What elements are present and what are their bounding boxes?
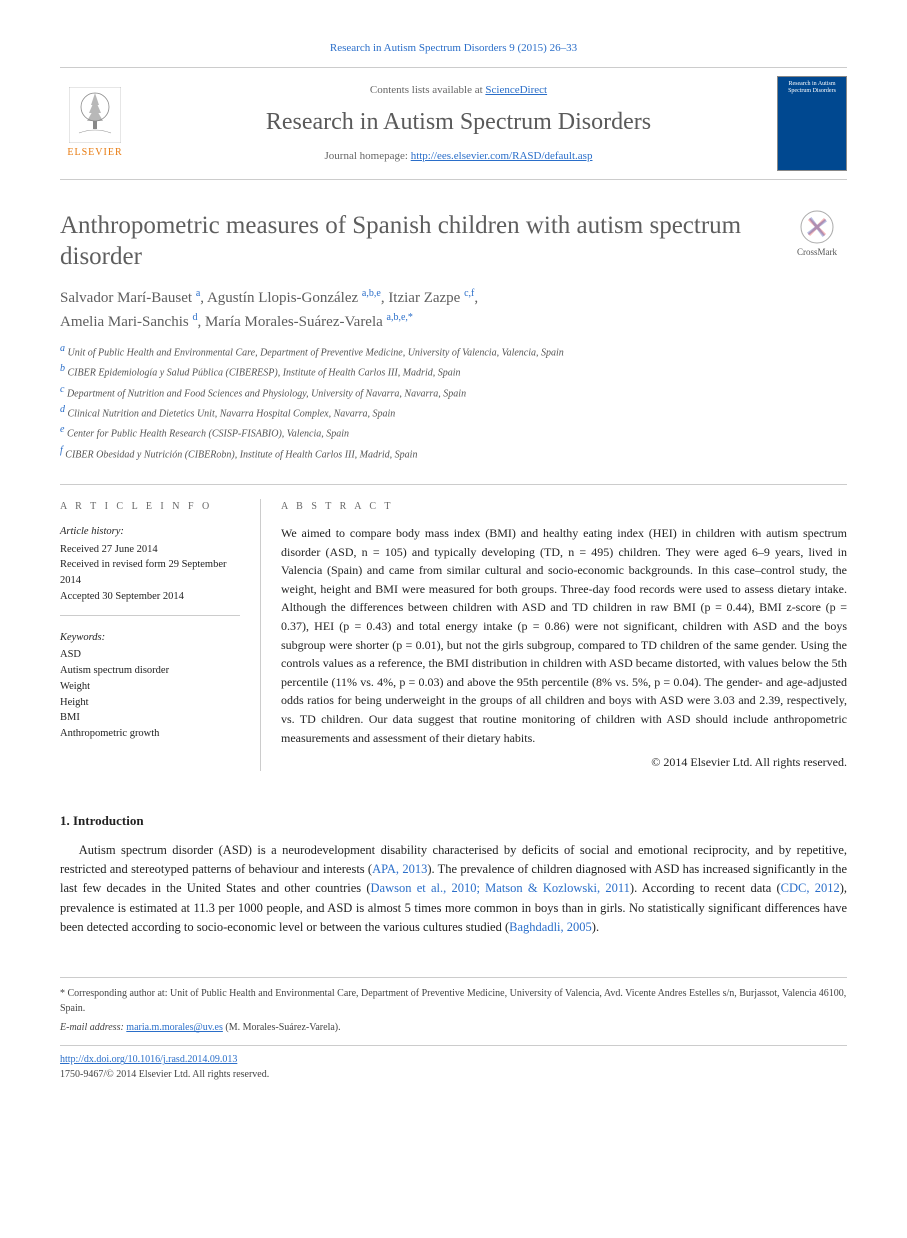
page-footer: * Corresponding author at: Unit of Publi…: [60, 977, 847, 1082]
email-link[interactable]: maria.m.morales@uv.es: [126, 1022, 223, 1033]
author: Itziar Zazpe c,f: [388, 290, 474, 306]
affiliation: c Department of Nutrition and Food Scien…: [60, 382, 847, 401]
citation-link[interactable]: Baghdadli, 2005: [509, 920, 592, 934]
keywords-label: Keywords:: [60, 630, 240, 646]
article-info-label: A R T I C L E I N F O: [60, 499, 240, 514]
crossmark-icon: [800, 210, 834, 244]
citation-link[interactable]: CDC, 2012: [781, 881, 840, 895]
author: Amelia Mari-Sanchis d: [60, 314, 197, 330]
running-head: Research in Autism Spectrum Disorders 9 …: [60, 40, 847, 57]
masthead: ELSEVIER Contents lists available at Sci…: [60, 67, 847, 180]
journal-cover-thumbnail[interactable]: Research in Autism Spectrum Disorders: [777, 76, 847, 171]
keyword: Weight: [60, 679, 240, 695]
affiliation: e Center for Public Health Research (CSI…: [60, 422, 847, 441]
section-heading-introduction: 1. Introduction: [60, 811, 847, 831]
affiliation: d Clinical Nutrition and Dietetics Unit,…: [60, 402, 847, 421]
history-label: Article history:: [60, 524, 240, 540]
author-list: Salvador Marí-Bauset a, Agustín Llopis-G…: [60, 286, 847, 333]
history-body: Received 27 June 2014 Received in revise…: [60, 542, 240, 616]
abstract-copyright: © 2014 Elsevier Ltd. All rights reserved…: [281, 753, 847, 771]
corresponding-email-line: E-mail address: maria.m.morales@uv.es (M…: [60, 1020, 847, 1035]
article-info-sidebar: A R T I C L E I N F O Article history: R…: [60, 499, 260, 771]
journal-homepage-link[interactable]: http://ees.elsevier.com/RASD/default.asp: [411, 150, 593, 162]
abstract-body: We aimed to compare body mass index (BMI…: [281, 524, 847, 747]
keyword: Anthropometric growth: [60, 726, 240, 742]
intro-paragraph: Autism spectrum disorder (ASD) is a neur…: [60, 841, 847, 938]
affiliation: a Unit of Public Health and Environmenta…: [60, 341, 847, 360]
citation-link[interactable]: Dawson et al., 2010; Matson & Kozlowski,…: [371, 881, 630, 895]
crossmark-badge[interactable]: CrossMark: [787, 210, 847, 260]
author: Agustín Llopis-González a,b,e: [207, 290, 381, 306]
issn-copyright: 1750-9467/© 2014 Elsevier Ltd. All right…: [60, 1069, 269, 1080]
keyword: Height: [60, 695, 240, 711]
doi-link[interactable]: http://dx.doi.org/10.1016/j.rasd.2014.09…: [60, 1054, 237, 1065]
elsevier-tree-icon: [69, 87, 121, 143]
author: María Morales-Suárez-Varela a,b,e,*: [205, 314, 413, 330]
abstract-label: A B S T R A C T: [281, 499, 847, 514]
journal-homepage-line: Journal homepage: http://ees.elsevier.co…: [150, 148, 767, 165]
keyword: BMI: [60, 710, 240, 726]
author: Salvador Marí-Bauset a: [60, 290, 200, 306]
citation-link[interactable]: APA, 2013: [372, 862, 427, 876]
elsevier-logo[interactable]: ELSEVIER: [60, 87, 130, 160]
journal-name: Research in Autism Spectrum Disorders: [150, 104, 767, 140]
contents-lists-line: Contents lists available at ScienceDirec…: [150, 82, 767, 99]
article-title: Anthropometric measures of Spanish child…: [60, 210, 767, 273]
affiliation: f CIBER Obesidad y Nutrición (CIBERobn),…: [60, 443, 847, 462]
sciencedirect-link[interactable]: ScienceDirect: [485, 84, 547, 96]
affiliation: b CIBER Epidemiología y Salud Pública (C…: [60, 361, 847, 380]
keyword: Autism spectrum disorder: [60, 663, 240, 679]
corresponding-author: * Corresponding author at: Unit of Publi…: [60, 986, 847, 1016]
affiliation-list: a Unit of Public Health and Environmenta…: [60, 341, 847, 462]
keyword: ASD: [60, 647, 240, 663]
elsevier-label: ELSEVIER: [60, 145, 130, 160]
abstract-column: A B S T R A C T We aimed to compare body…: [260, 499, 847, 771]
